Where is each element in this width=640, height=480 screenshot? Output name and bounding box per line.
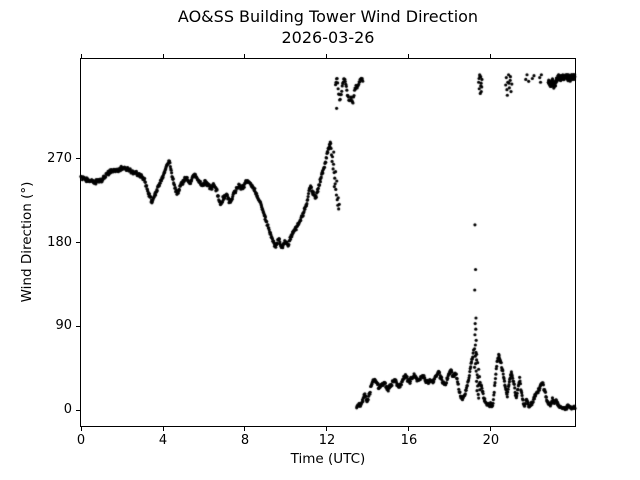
y-tick-mark — [76, 242, 80, 243]
x-tick-mark — [408, 427, 410, 431]
y-tick-mark — [76, 409, 80, 411]
x-tick-label: 12 — [318, 433, 336, 448]
x-tick-mark-top — [326, 54, 328, 58]
x-tick-mark-top — [162, 54, 164, 58]
x-tick-mark — [162, 427, 164, 431]
x-tick-label: 16 — [400, 433, 418, 448]
y-tick-label: 0 — [63, 402, 72, 418]
x-tick-mark-top — [80, 54, 82, 58]
x-tick-label: 0 — [76, 433, 86, 448]
x-tick-label: 20 — [482, 433, 500, 448]
y-tick-label: 270 — [47, 150, 72, 166]
x-axis-label: Time (UTC) — [290, 451, 366, 467]
x-tick-label: 4 — [158, 433, 168, 448]
x-tick-mark — [244, 427, 246, 431]
x-tick-mark — [80, 427, 82, 431]
x-tick-mark — [490, 427, 492, 431]
x-tick-mark — [326, 427, 328, 431]
y-tick-mark — [76, 325, 80, 327]
x-tick-mark-top — [244, 54, 246, 58]
y-tick-label: 90 — [55, 318, 72, 334]
y-tick-label: 180 — [47, 234, 72, 250]
y-tick-mark — [76, 158, 80, 160]
y-axis-label: Wind Direction (°) — [19, 181, 35, 303]
x-tick-label: 8 — [240, 433, 250, 448]
x-tick-mark-top — [408, 54, 410, 58]
x-tick-mark-top — [490, 54, 492, 58]
